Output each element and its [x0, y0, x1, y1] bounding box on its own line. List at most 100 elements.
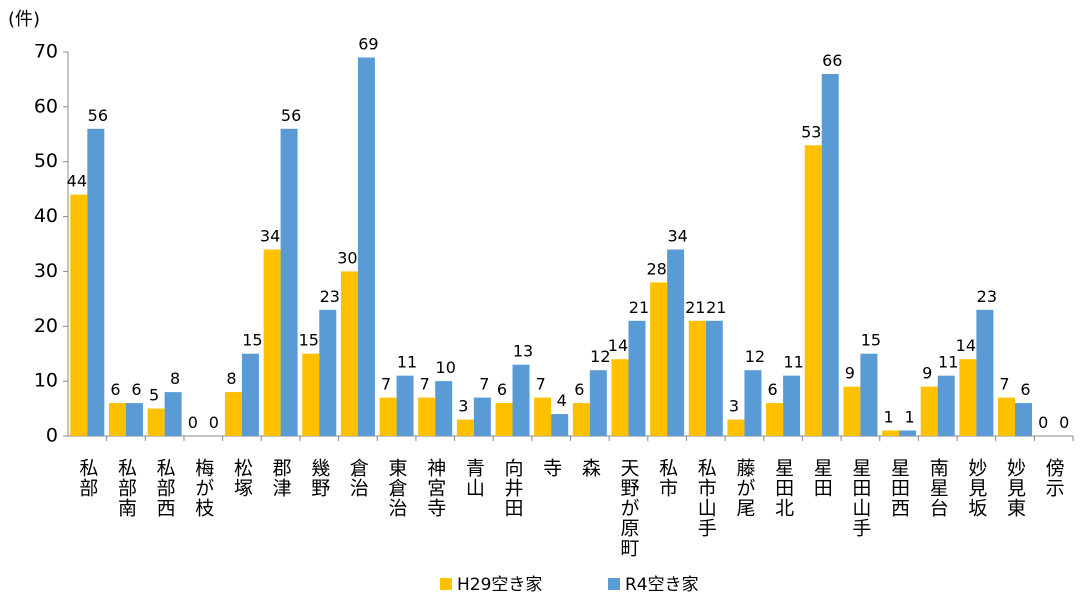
bar — [512, 364, 530, 436]
x-tick-label: 傍示 — [1043, 458, 1065, 498]
data-label: 1 — [883, 408, 893, 427]
data-label: 21 — [685, 298, 705, 317]
x-tick-label: 梅が枝 — [192, 458, 214, 518]
data-label: 0 — [1038, 413, 1048, 432]
legend-label: R4空き家 — [625, 575, 699, 595]
bar — [435, 381, 453, 436]
legend-swatch — [440, 578, 452, 590]
x-tick-label: 私市山手 — [695, 458, 717, 538]
bar — [87, 128, 105, 437]
data-label: 7 — [536, 375, 546, 394]
bar — [899, 430, 917, 436]
data-label: 15 — [861, 331, 881, 350]
data-label: 15 — [299, 331, 319, 350]
data-label: 28 — [646, 259, 666, 278]
data-label: 56 — [281, 106, 301, 125]
y-tick-label: 0 — [46, 425, 58, 447]
bar — [473, 397, 491, 436]
data-label: 9 — [922, 364, 932, 383]
data-label: 21 — [706, 298, 726, 317]
data-label: 66 — [822, 51, 842, 70]
x-tick-label: 東倉治 — [386, 458, 408, 518]
bar — [224, 392, 242, 436]
bar — [937, 375, 955, 436]
bar — [650, 282, 668, 436]
data-label: 3 — [729, 397, 739, 416]
data-label: 15 — [242, 331, 262, 350]
bar — [843, 386, 861, 436]
bar — [766, 403, 784, 436]
bar — [611, 359, 629, 436]
data-label: 10 — [436, 358, 456, 377]
legend-swatch — [608, 578, 620, 590]
data-label: 6 — [1020, 380, 1030, 399]
y-tick-label: 50 — [34, 150, 58, 172]
data-label: 34 — [260, 226, 280, 245]
bar — [108, 403, 126, 436]
data-label: 11 — [783, 353, 803, 372]
x-tick-label: 妙見坂 — [965, 458, 987, 518]
bar — [456, 419, 474, 436]
bar — [147, 408, 165, 436]
bar — [976, 309, 994, 436]
data-label: 6 — [768, 380, 778, 399]
bar — [998, 397, 1016, 436]
bar — [628, 320, 646, 436]
bar — [319, 309, 337, 436]
data-label: 11 — [397, 353, 417, 372]
bar — [589, 370, 607, 436]
data-label: 23 — [320, 287, 340, 306]
x-tick-label: 星田 — [811, 458, 833, 498]
bar — [959, 359, 977, 436]
bar — [667, 249, 685, 436]
x-tick-label: 藤が尾 — [733, 458, 755, 518]
bar — [572, 403, 590, 436]
data-label: 23 — [977, 287, 997, 306]
x-tick-label: 南星台 — [927, 458, 949, 518]
bar — [396, 375, 414, 436]
x-tick-label: 天野が原町 — [617, 458, 639, 558]
x-tick-label: 星田山手 — [849, 458, 871, 538]
bar — [705, 320, 723, 436]
bar — [920, 386, 938, 436]
data-label: 7 — [381, 375, 391, 394]
data-label: 44 — [67, 172, 87, 191]
legend-label: H29空き家 — [457, 575, 542, 595]
y-tick-label: 30 — [34, 260, 58, 282]
data-label: 7 — [999, 375, 1009, 394]
bar — [263, 249, 281, 436]
bar — [1015, 403, 1033, 436]
data-label: 6 — [574, 380, 584, 399]
data-label: 0 — [1059, 413, 1069, 432]
data-label: 7 — [420, 375, 430, 394]
data-label: 14 — [956, 336, 976, 355]
data-label: 6 — [110, 380, 120, 399]
x-tick-label: 私部 — [76, 458, 98, 498]
x-tick-label: 神宮寺 — [424, 458, 446, 518]
bar — [882, 430, 900, 436]
data-label: 56 — [88, 106, 108, 125]
data-label: 0 — [209, 413, 219, 432]
bar — [551, 414, 569, 436]
data-label: 4 — [557, 391, 567, 410]
bar — [357, 57, 375, 436]
x-tick-label: 私市 — [656, 458, 678, 498]
bar — [70, 194, 88, 436]
y-axis-label: (件) — [8, 9, 40, 30]
data-label: 6 — [497, 380, 507, 399]
data-label: 14 — [608, 336, 628, 355]
y-tick-label: 60 — [34, 95, 58, 117]
x-tick-label: 青山 — [463, 458, 485, 498]
bar — [302, 353, 320, 436]
data-label: 6 — [131, 380, 141, 399]
data-label: 12 — [745, 347, 765, 366]
bar — [688, 320, 706, 436]
data-label: 21 — [629, 298, 649, 317]
x-tick-label: 郡津 — [270, 458, 292, 498]
x-tick-label: 妙見東 — [1004, 458, 1026, 518]
x-tick-label: 松塚 — [231, 458, 253, 498]
data-label: 3 — [458, 397, 468, 416]
x-tick-label: 森 — [579, 458, 601, 478]
data-label: 13 — [513, 342, 533, 361]
y-tick-label: 20 — [34, 315, 58, 337]
